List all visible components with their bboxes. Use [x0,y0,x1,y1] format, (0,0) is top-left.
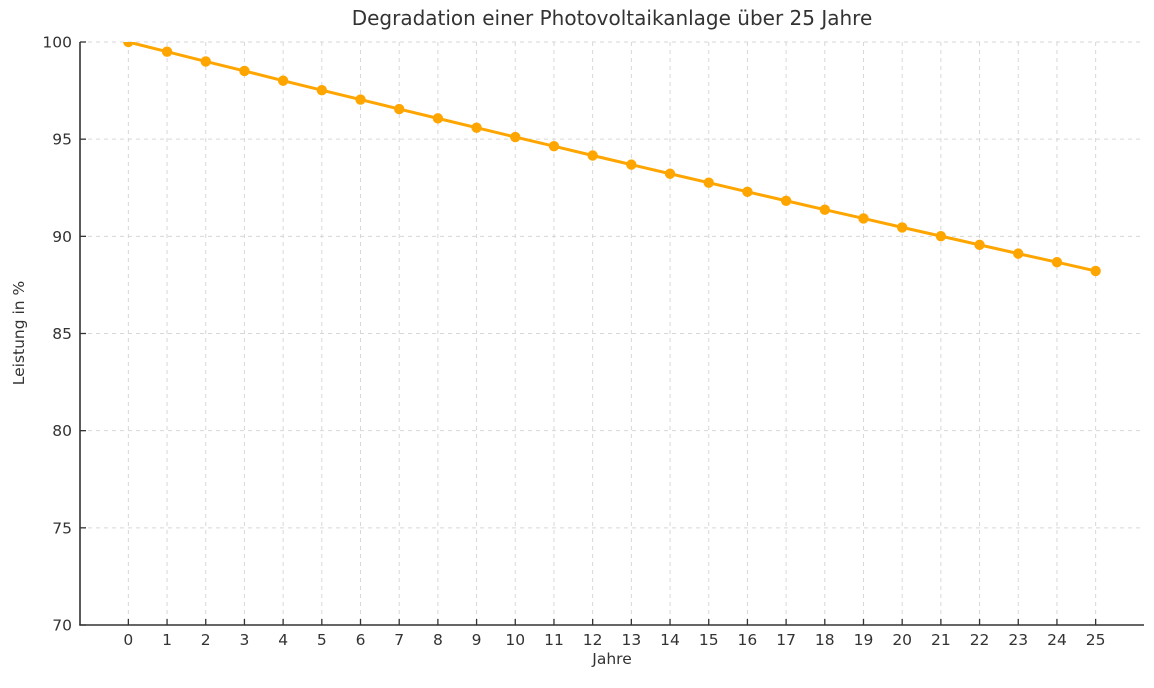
data-point [703,177,714,188]
x-tick-label: 1 [162,631,172,649]
data-point [974,239,985,251]
x-tick-label: 15 [699,631,719,649]
y-tick-label: 80 [52,422,72,440]
data-point [510,131,521,143]
x-tick-label: 22 [970,631,990,649]
data-point [587,150,598,161]
data-point [1090,265,1101,277]
data-point [548,140,560,152]
y-tick-label: 75 [52,519,72,537]
data-series [123,42,1101,277]
x-tick-label: 13 [621,631,641,649]
data-line [127,42,1096,273]
x-tick-label: 18 [815,631,835,649]
data-point [316,84,328,96]
data-point [239,65,250,77]
y-tick-label: 100 [42,34,72,52]
x-tick-label: 19 [854,631,874,649]
x-tick-label: 10 [505,631,525,649]
x-tick-label: 3 [239,631,249,649]
x-tick-labels: 0 1 2 3 4 5 6 7 8 9 10 11 12 13 14 15 16 17 18 19 20 21 22 23 24… [123,631,1105,649]
data-point [471,122,482,133]
chart-title: Degradation einer Photovoltaikanlage übe… [351,6,873,30]
x-tick-label: 17 [776,631,796,649]
x-tick-label: 7 [394,631,404,649]
data-point [935,230,947,242]
data-point [1013,248,1024,259]
data-point [858,213,869,224]
x-tick-label: 21 [931,631,951,649]
x-tick-label: 6 [356,631,366,649]
y-tick-label: 95 [52,131,72,149]
data-point [277,75,289,86]
tick-marks [80,41,1097,626]
data-point [394,103,405,115]
y-axis-label: Leistung in % [10,280,28,386]
x-tick-label: 12 [583,631,603,649]
data-point [896,222,908,233]
x-tick-label: 16 [738,631,758,649]
data-point [664,168,676,179]
x-tick-label: 24 [1047,631,1067,649]
data-point [161,46,173,57]
x-tick-label: 9 [472,631,482,649]
x-tick-label: 8 [433,631,443,649]
x-tick-label: 20 [892,631,912,649]
x-tick-label: 2 [201,631,211,649]
x-tick-label: 23 [1008,631,1028,649]
data-point [780,195,792,206]
data-point [432,113,444,124]
x-tick-label: 11 [544,631,564,649]
data-point [1051,256,1063,268]
y-tick-labels: 70 75 80 85 90 95 100 [42,34,72,635]
x-tick-label: 0 [123,631,133,649]
y-tick-label: 85 [52,325,72,343]
data-point [355,94,366,105]
x-tick-label: 14 [660,631,680,649]
grid-lines [80,41,1144,626]
y-tick-label: 90 [52,228,72,246]
x-tick-label: 25 [1086,631,1106,649]
data-point [123,42,134,48]
x-axis-label: Jahre [592,650,632,668]
data-point [626,159,637,170]
data-point [819,204,830,215]
y-tick-label: 70 [52,617,72,635]
data-point [742,186,753,198]
x-tick-label: 4 [278,631,288,649]
x-tick-label: 5 [317,631,327,649]
data-point [200,56,211,67]
